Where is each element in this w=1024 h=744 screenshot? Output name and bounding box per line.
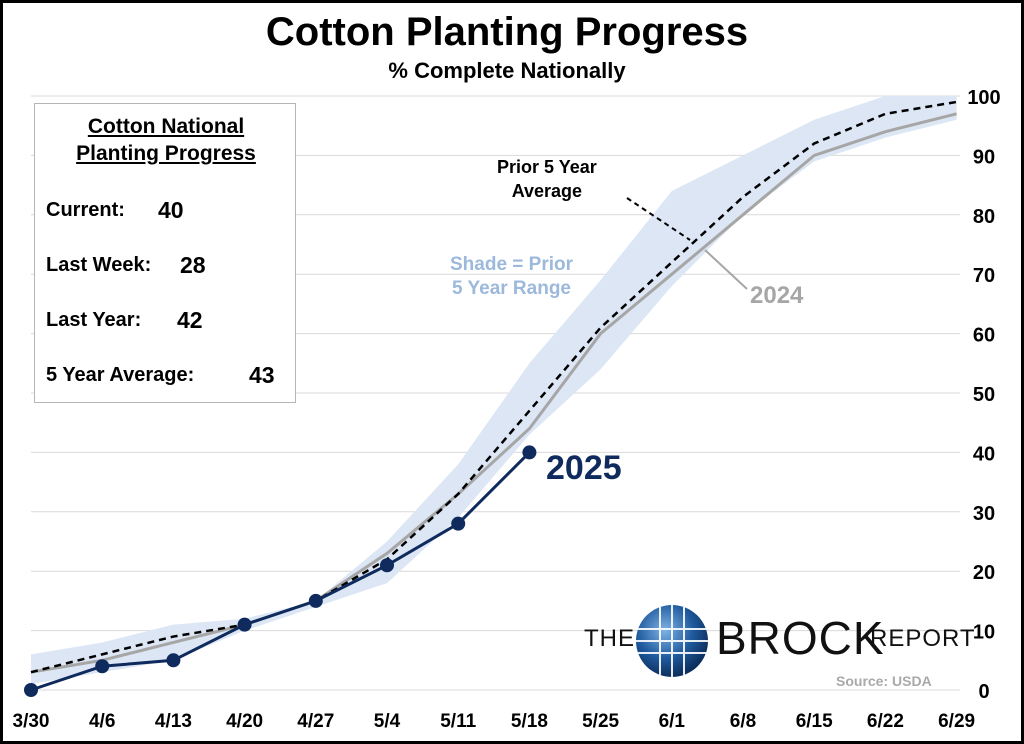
last-year-value: 42 [177,307,203,333]
series-label-2024: 2024 [750,282,804,309]
y-tick-label: 0 [978,681,989,703]
average-callout-arrow [626,197,691,241]
data-point-2025 [380,558,394,573]
avg-annotation-line1: Prior 5 Year [497,157,597,177]
x-tick-label: 6/15 [796,711,833,732]
shade-annotation-line2: 5 Year Range [452,278,572,299]
data-point-2025 [24,683,38,697]
source-note: Source: USDA [836,673,932,689]
x-tick-label: 5/11 [440,711,476,732]
x-tick-label: 6/1 [659,711,686,732]
y-tick-label: 10 [973,622,995,644]
y-tick-label: 40 [973,443,995,465]
x-tick-label: 6/29 [938,711,975,732]
x-tick-label: 4/20 [226,711,263,732]
data-point-2025 [451,516,466,531]
x-tick-label: 3/30 [13,711,50,732]
y-tick-label: 60 [973,325,995,347]
data-point-2025 [308,593,323,608]
y-tick-label: 80 [973,206,995,228]
x-tick-label: 4/6 [89,711,115,732]
x-tick-label: 4/27 [297,711,334,732]
last-week-label: Last Week: [46,254,152,276]
shade-annotation-line1: Shade = Prior [450,254,574,275]
series-line-2024 [30,112,957,674]
y-tick-label: 100 [967,87,1000,109]
y-tick-label: 20 [973,562,995,584]
y-tick-label: 70 [973,265,995,287]
stats-box-title-line2: Planting Progress [76,142,256,165]
avg-annotation-line2: Average [511,181,583,201]
avg-annotation: Prior 5 Year Average [497,155,597,203]
data-point-2025 [166,653,181,668]
stats-box-title-line1: Cotton National [87,115,245,138]
series-line-five-year-average [30,100,957,674]
logo-the-text: THE [584,625,635,652]
y-tick-label: 90 [973,146,995,168]
globe-icon [636,605,708,677]
logo-report-text: REPORT [870,625,976,652]
stats-box-title: Cotton National Planting Progress [35,113,297,167]
five-year-avg-label: 5 Year Average: [46,364,195,386]
y-tick-label: 30 [973,503,995,525]
x-tick-label: 4/13 [155,711,192,732]
logo-brock-text: BROCK [716,612,885,664]
y-tick-label: 50 [973,384,995,406]
x-tick-label: 5/25 [582,711,619,732]
shade-annotation: Shade = Prior 5 Year Range [450,253,573,301]
current-value: 40 [158,197,184,223]
chart-title: Cotton Planting Progress [265,10,749,54]
2024-callout-arrow [704,249,748,290]
data-point-2025 [95,659,110,674]
last-year-label: Last Year: [46,309,142,331]
x-tick-label: 5/18 [511,711,548,732]
data-point-2025 [237,617,252,632]
last-week-value: 28 [180,252,206,278]
x-tick-label: 6/22 [867,711,904,732]
brock-report-logo: THE BROCK REPORT [580,603,975,679]
data-point-2025 [522,445,537,460]
series-line-2025 [30,451,531,692]
series-label-2025: 2025 [546,449,622,487]
stats-box: Cotton National Planting Progress Curren… [34,103,296,403]
chart-subtitle: % Complete Nationally [388,58,626,83]
five-year-avg-value: 43 [249,362,275,388]
x-tick-label: 6/8 [730,711,756,732]
x-tick-label: 5/4 [374,711,401,732]
current-label: Current: [46,199,125,221]
